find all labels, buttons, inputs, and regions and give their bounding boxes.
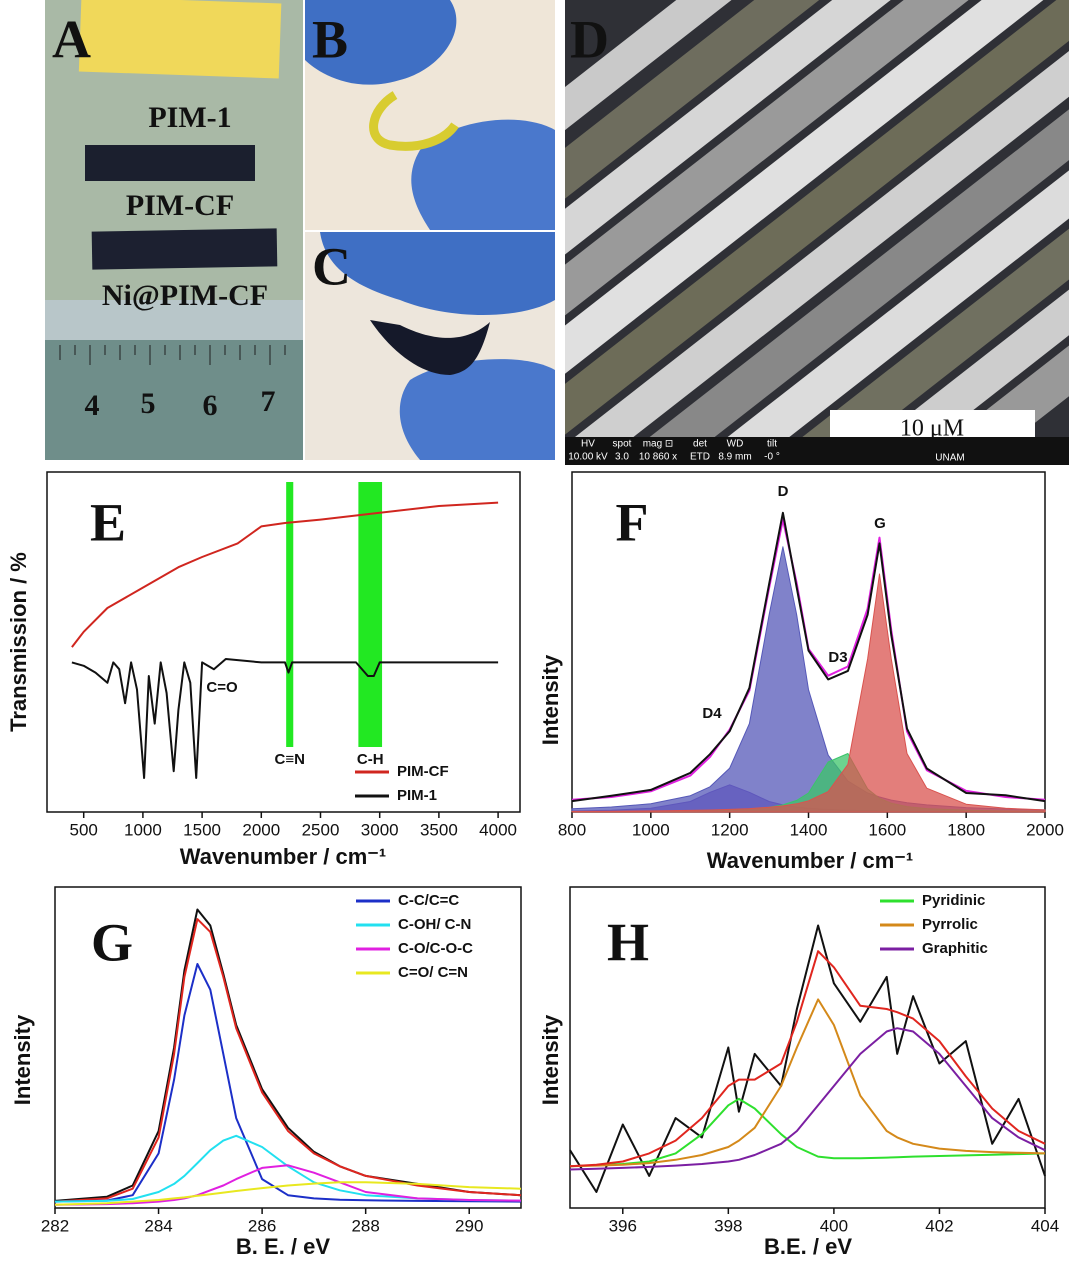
info-key: tilt [767,439,777,450]
panel-label: E [90,492,126,552]
x-tick-label: 1800 [947,820,985,839]
x-tick-label: 290 [455,1216,483,1235]
x-tick-label: 1600 [868,820,906,839]
x-tick-label: 398 [714,1216,742,1235]
legend-label: Pyridinic [922,892,985,909]
y-axis-label: Intensity [10,1014,35,1105]
annotation: C=O [206,679,238,696]
x-tick-label: 1400 [790,820,828,839]
info-value: 10.00 kV [568,452,608,463]
info-value: 3.0 [615,452,629,463]
band [358,482,382,747]
band-label: C-H [357,751,384,768]
info-value: 8.9 mm [718,452,751,463]
info-key: WD [727,439,744,450]
x-tick-label: 2000 [1026,820,1064,839]
legend-label: PIM-CF [397,763,449,780]
x-axis-label: Wavenumber / cm⁻¹ [180,844,386,869]
annotation: G [874,515,886,532]
x-tick-label: 1000 [632,820,670,839]
line [570,951,1045,1166]
annotation: D [778,483,789,500]
info-key: mag ⊡ [643,439,674,450]
info-key: HV [581,439,595,450]
x-tick-label: 404 [1031,1216,1059,1235]
ruler-label: 7 [261,385,276,418]
panel-label: F [616,492,649,552]
x-tick-label: 282 [41,1216,69,1235]
x-tick-label: 284 [144,1216,172,1235]
annotation: D3 [828,649,847,666]
panel-label: B [312,9,348,69]
legend-label: C=O/ C=N [398,964,468,981]
ruler-label: 5 [141,387,156,420]
legend-label: C-C/C=C [398,892,459,909]
area [572,547,1045,812]
sample-label: Ni@PIM-CF [102,279,268,312]
y-axis-label: Transmission / % [6,552,31,732]
info-value: 10 860 x [639,452,677,463]
x-tick-label: 288 [351,1216,379,1235]
x-tick-label: 4000 [479,820,517,839]
sample-label: PIM-CF [126,189,234,222]
line [72,503,498,647]
figure: A PIM-1 PIM-CF Ni@PIM-CF 4 5 6 7 B C [0,0,1069,1260]
legend-label: C-OH/ C-N [398,916,471,933]
ruler-label: 4 [85,389,100,422]
x-tick-label: 402 [925,1216,953,1235]
photo-c: C [305,232,555,460]
legend-label: C-O/C-O-C [398,940,473,957]
x-tick-label: 3000 [361,820,399,839]
y-axis-label: Intensity [538,654,563,745]
photo-a: A PIM-1 PIM-CF Ni@PIM-CF 4 5 6 7 [45,0,303,460]
info-lab: UNAM [935,453,964,464]
x-tick-label: 800 [558,820,586,839]
panel-label: C [312,236,351,296]
y-axis-label: Intensity [538,1014,563,1105]
x-axis-label: B. E. / eV [236,1234,330,1259]
info-key: det [693,439,707,450]
legend-label: PIM-1 [397,787,437,804]
x-tick-label: 1000 [124,820,162,839]
panel-label: G [91,912,133,972]
x-tick-label: 2000 [242,820,280,839]
legend-label: Graphitic [922,940,988,957]
x-tick-label: 500 [70,820,98,839]
x-tick-label: 400 [820,1216,848,1235]
x-tick-label: 286 [248,1216,276,1235]
info-value: -0 ° [764,452,780,463]
line [570,1028,1045,1169]
band-label: C≡N [275,751,305,768]
legend-label: Pyrrolic [922,916,978,933]
x-tick-label: 1200 [711,820,749,839]
x-axis-label: Wavenumber / cm⁻¹ [707,848,913,873]
panel-label: A [52,9,91,69]
panel-label: H [607,912,649,972]
panel-label: D [570,9,609,69]
info-value: ETD [690,452,710,463]
annotation: D4 [702,705,722,722]
x-tick-label: 396 [609,1216,637,1235]
info-key: spot [613,439,632,450]
x-tick-label: 3500 [420,820,458,839]
x-tick-label: 1500 [183,820,221,839]
x-tick-label: 2500 [302,820,340,839]
photo-b: B [305,0,555,230]
ruler-label: 6 [203,389,218,422]
line [570,999,1045,1166]
x-axis-label: B.E. / eV [764,1234,852,1259]
sample-label: PIM-1 [148,101,231,134]
